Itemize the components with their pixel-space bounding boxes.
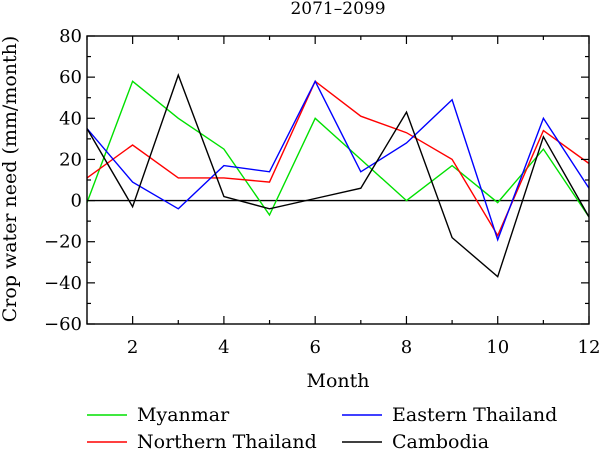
legend: Myanmar Northern Thailand Eastern Thailand… [87,404,557,453]
chart-title: 2071–2099 [290,0,385,19]
legend-item-1: Myanmar [87,404,230,426]
plot-area [86,73,590,278]
legend-item-4: Cambodia [342,431,489,453]
series-line-1 [86,80,590,218]
legend-item-2: Northern Thailand [87,431,317,453]
x-tick-label: 4 [218,337,229,358]
x-tick-label: 12 [578,337,600,358]
y-tick-label: 0 [71,191,82,212]
x-tick-label: 6 [309,337,320,358]
legend-label: Eastern Thailand [392,404,557,426]
legend-label: Northern Thailand [137,431,317,453]
y-axis-label: Crop water need (mm/month) [0,36,21,323]
y-tick-label: 80 [59,26,82,47]
x-tick-label: 2 [127,337,138,358]
legend-label: Myanmar [137,404,230,426]
y-tick-label: −20 [44,232,82,253]
plot-frame [86,35,590,325]
legend-item-3: Eastern Thailand [342,404,557,426]
y-tick-label: 60 [59,67,82,88]
y-tick-label: 40 [59,108,82,129]
y-tick-label: −40 [44,273,82,294]
x-tick-label: 10 [486,337,509,358]
series-line-4 [86,73,590,278]
y-tick-label: −60 [44,314,82,335]
series-line-2 [86,80,590,238]
x-axis-label: Month [306,370,369,392]
y-tick-label: 20 [59,149,82,170]
legend-label: Cambodia [392,431,489,453]
series-line-3 [86,79,590,242]
axes: 2 4 6 8 10 12 −60 −40 −20 0 20 40 60 80 [44,26,600,358]
x-tick-label: 8 [401,337,412,358]
